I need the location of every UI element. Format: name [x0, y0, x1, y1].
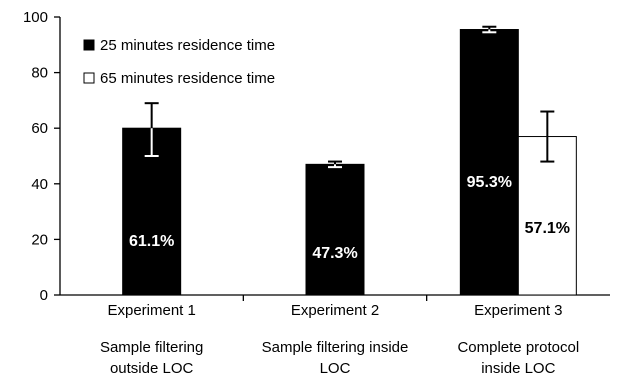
bar — [305, 163, 365, 296]
legend-entry-label: 65 minutes residence time — [100, 70, 275, 87]
group-description-line: inside LOC — [481, 360, 556, 377]
legend-swatch — [83, 72, 95, 84]
bar-data-label: 61.1% — [129, 233, 174, 250]
y-tick-label: 0 — [40, 287, 48, 304]
x-axis: Experiment 1 Experiment 2 Experiment 3 — [60, 294, 610, 319]
y-axis: 0 20 40 60 80 100 — [23, 9, 61, 304]
y-tick-label: 100 — [23, 9, 48, 26]
group-description: Sample filtering outside LOC — [67, 337, 237, 379]
group-description-line: Sample filtering inside — [261, 339, 409, 356]
group-description-line: Complete protocol — [457, 339, 580, 356]
x-category-label: Experiment 1 — [107, 302, 195, 319]
bars-layer: 61.1% 47.3% 95.3% 57.1% — [122, 25, 577, 296]
bar — [517, 136, 577, 296]
group-description-line: outside LOC — [109, 360, 194, 377]
group-description: Sample filtering inside LOC — [250, 337, 420, 379]
x-category-label: Experiment 2 — [291, 302, 379, 319]
legend-entry-label: 25 minutes residence time — [100, 37, 275, 54]
group-description-line: LOC — [319, 360, 351, 377]
y-tick-label: 40 — [31, 176, 48, 193]
bar — [459, 29, 519, 296]
legend-swatch — [83, 39, 95, 51]
legend: 25 minutes residence time 65 minutes resi… — [83, 37, 275, 87]
bar-data-label: 57.1% — [525, 220, 570, 237]
group-description-line: Sample filtering — [99, 339, 204, 356]
y-tick-label: 60 — [31, 120, 48, 137]
y-tick-label: 20 — [31, 231, 48, 248]
group-description: Complete protocol inside LOC — [433, 337, 603, 379]
y-tick-label: 80 — [31, 65, 48, 82]
bar-data-label: 95.3% — [467, 174, 512, 191]
bar-data-label: 47.3% — [312, 245, 357, 262]
x-category-label: Experiment 3 — [474, 302, 562, 319]
